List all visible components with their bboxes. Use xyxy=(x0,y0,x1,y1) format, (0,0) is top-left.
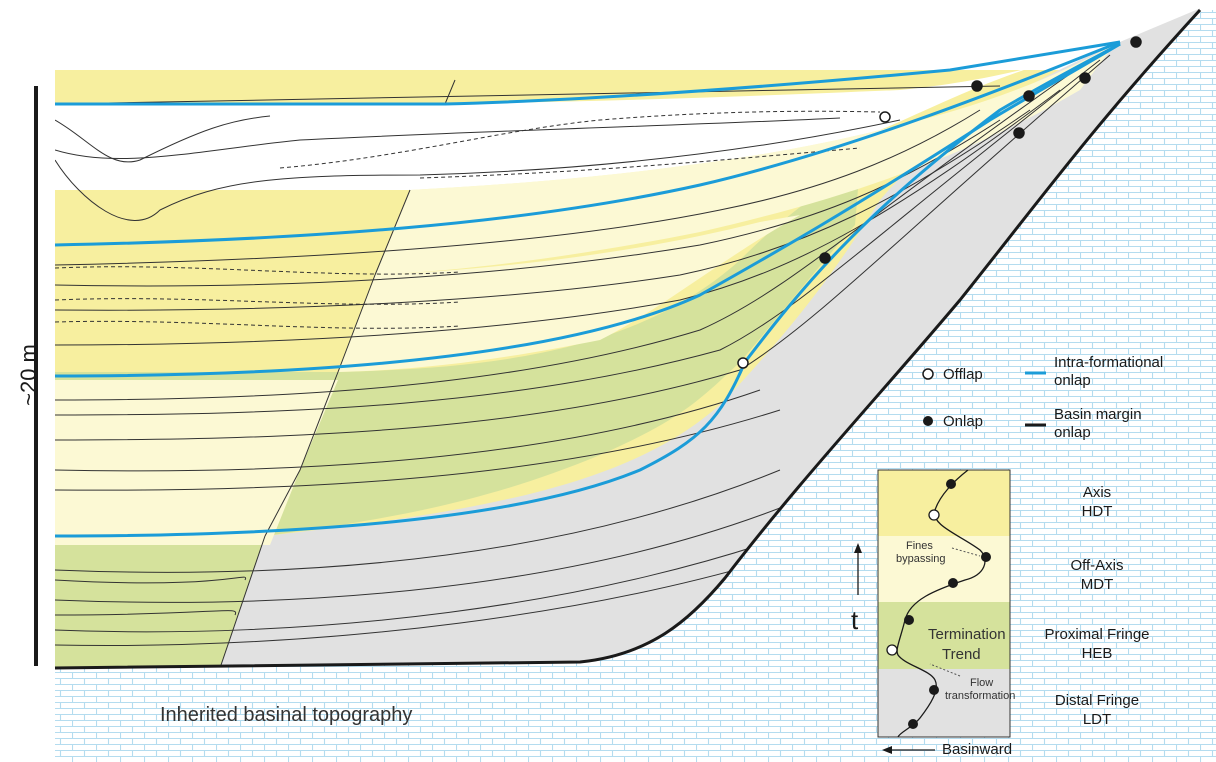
inset-onlap-point xyxy=(908,719,918,729)
inset-frame xyxy=(877,469,1011,738)
facies-distal-fringe-code: LDT xyxy=(1082,711,1112,728)
time-axis-label: t xyxy=(851,605,859,635)
fines-bypassing-pointer xyxy=(951,547,981,557)
basin-margin-onlap-line xyxy=(54,8,1202,670)
time-arrow-head xyxy=(854,543,862,553)
legend-intra-onlap-label-2: onlap xyxy=(1054,372,1091,389)
inset-onlap-point xyxy=(981,552,991,562)
legend-offlap-label: Offlap xyxy=(943,366,983,383)
onlap-point xyxy=(819,252,831,264)
fines-bypassing-label-2: bypassing xyxy=(896,553,946,565)
off-axis-body-middle xyxy=(338,215,800,372)
facies-inset xyxy=(854,469,1011,754)
legend-onlap-label: Onlap xyxy=(943,413,984,430)
inset-onlap-point xyxy=(904,615,914,625)
legend-onlap-icon xyxy=(923,416,933,426)
dashed-boundaries xyxy=(54,110,881,329)
legend-intra-onlap-label-1: Intra-formational xyxy=(1054,354,1164,371)
scale-label: ~20 m xyxy=(16,344,41,406)
basin-topography-label: Inherited basinal topography xyxy=(160,704,413,726)
flow-transformation-label-2: transformation xyxy=(945,690,1016,702)
termination-points xyxy=(737,36,1142,369)
flow-transformation-label-1: Flow xyxy=(970,677,994,689)
inset-axis-zone xyxy=(878,470,1010,536)
fines-bypassing-label-1: Fines xyxy=(906,540,933,552)
legend-basin-onlap-label-1: Basin margin xyxy=(1054,406,1142,423)
inset-off-axis-zone xyxy=(878,536,1010,602)
facies-axis-code: HDT xyxy=(1081,503,1113,520)
inset-distal-fringe-zone xyxy=(878,669,1010,737)
facies-proximal-fringe-name: Proximal Fringe xyxy=(1044,626,1150,643)
facies-off-axis-code: MDT xyxy=(1080,576,1114,593)
facies-distal-fringe-name: Distal Fringe xyxy=(1054,692,1140,709)
onlap-point xyxy=(1130,36,1142,48)
legend-offlap-icon xyxy=(922,368,934,380)
termination-trend-label-2: Trend xyxy=(942,646,981,663)
inset-offlap-point xyxy=(886,644,898,656)
basinward-arrow-head xyxy=(882,746,892,754)
offlap-point xyxy=(737,357,749,369)
off-axis-body-lower xyxy=(55,380,338,545)
off-axis-body-top xyxy=(55,44,1115,190)
onlap-point xyxy=(1013,127,1025,139)
onlap-point xyxy=(971,80,983,92)
offlap-point xyxy=(879,111,891,123)
onlap-point xyxy=(1023,90,1035,102)
facies-off-axis-name: Off-Axis xyxy=(1070,557,1124,574)
inset-onlap-point xyxy=(929,685,939,695)
facies-axis-name: Axis xyxy=(1082,484,1112,501)
basinward-label: Basinward xyxy=(942,741,1013,758)
inset-onlap-point xyxy=(946,479,956,489)
inset-offlap-point xyxy=(928,509,940,521)
termination-trend-label-1: Termination xyxy=(928,626,1006,643)
onlap-point xyxy=(1079,72,1091,84)
inset-onlap-point xyxy=(948,578,958,588)
facies-proximal-fringe-code: HEB xyxy=(1081,645,1113,662)
bed-boundaries xyxy=(55,54,1111,668)
legend-symbols xyxy=(922,368,1046,427)
legend-basin-onlap-label-2: onlap xyxy=(1054,424,1091,441)
flow-transformation-pointer xyxy=(929,663,961,677)
off-axis-body-upper xyxy=(375,44,1115,275)
